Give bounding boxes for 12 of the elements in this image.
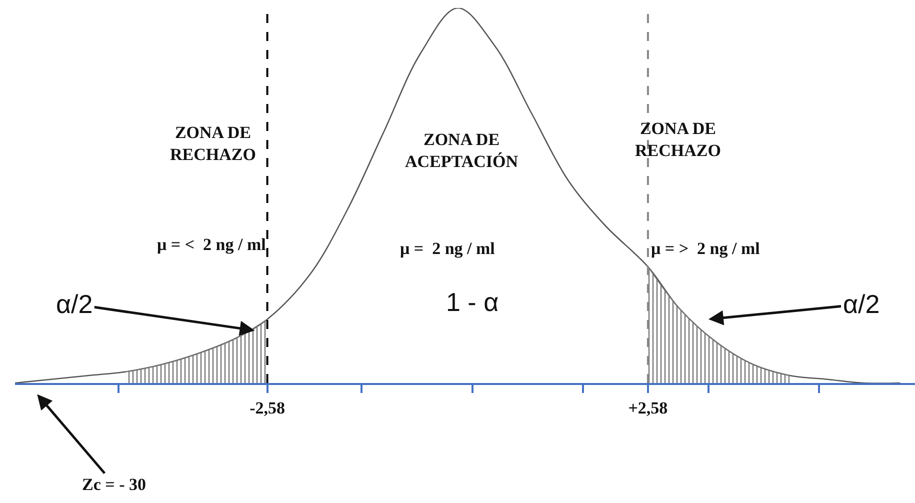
annotation: ZONA DE ACEPTACIÓN — [405, 130, 519, 172]
annotation: ZONA DE RECHAZO — [635, 119, 721, 160]
annotation: μ = > 2 ng / ml — [651, 239, 760, 258]
annotation: μ = < 2 ng / ml — [157, 235, 266, 254]
x-tick-label: -2,58 — [250, 398, 286, 418]
annotation: μ = 2 ng / ml — [400, 239, 496, 258]
text: Zc = - 30 — [82, 475, 146, 494]
annotation: 1 - α — [446, 287, 499, 317]
annotation: ZONA DE RECHAZO — [170, 123, 256, 164]
x-tick-label: +2,58 — [628, 398, 668, 418]
annotation: α/2 — [56, 289, 93, 319]
annotation: α/2 — [843, 289, 880, 319]
